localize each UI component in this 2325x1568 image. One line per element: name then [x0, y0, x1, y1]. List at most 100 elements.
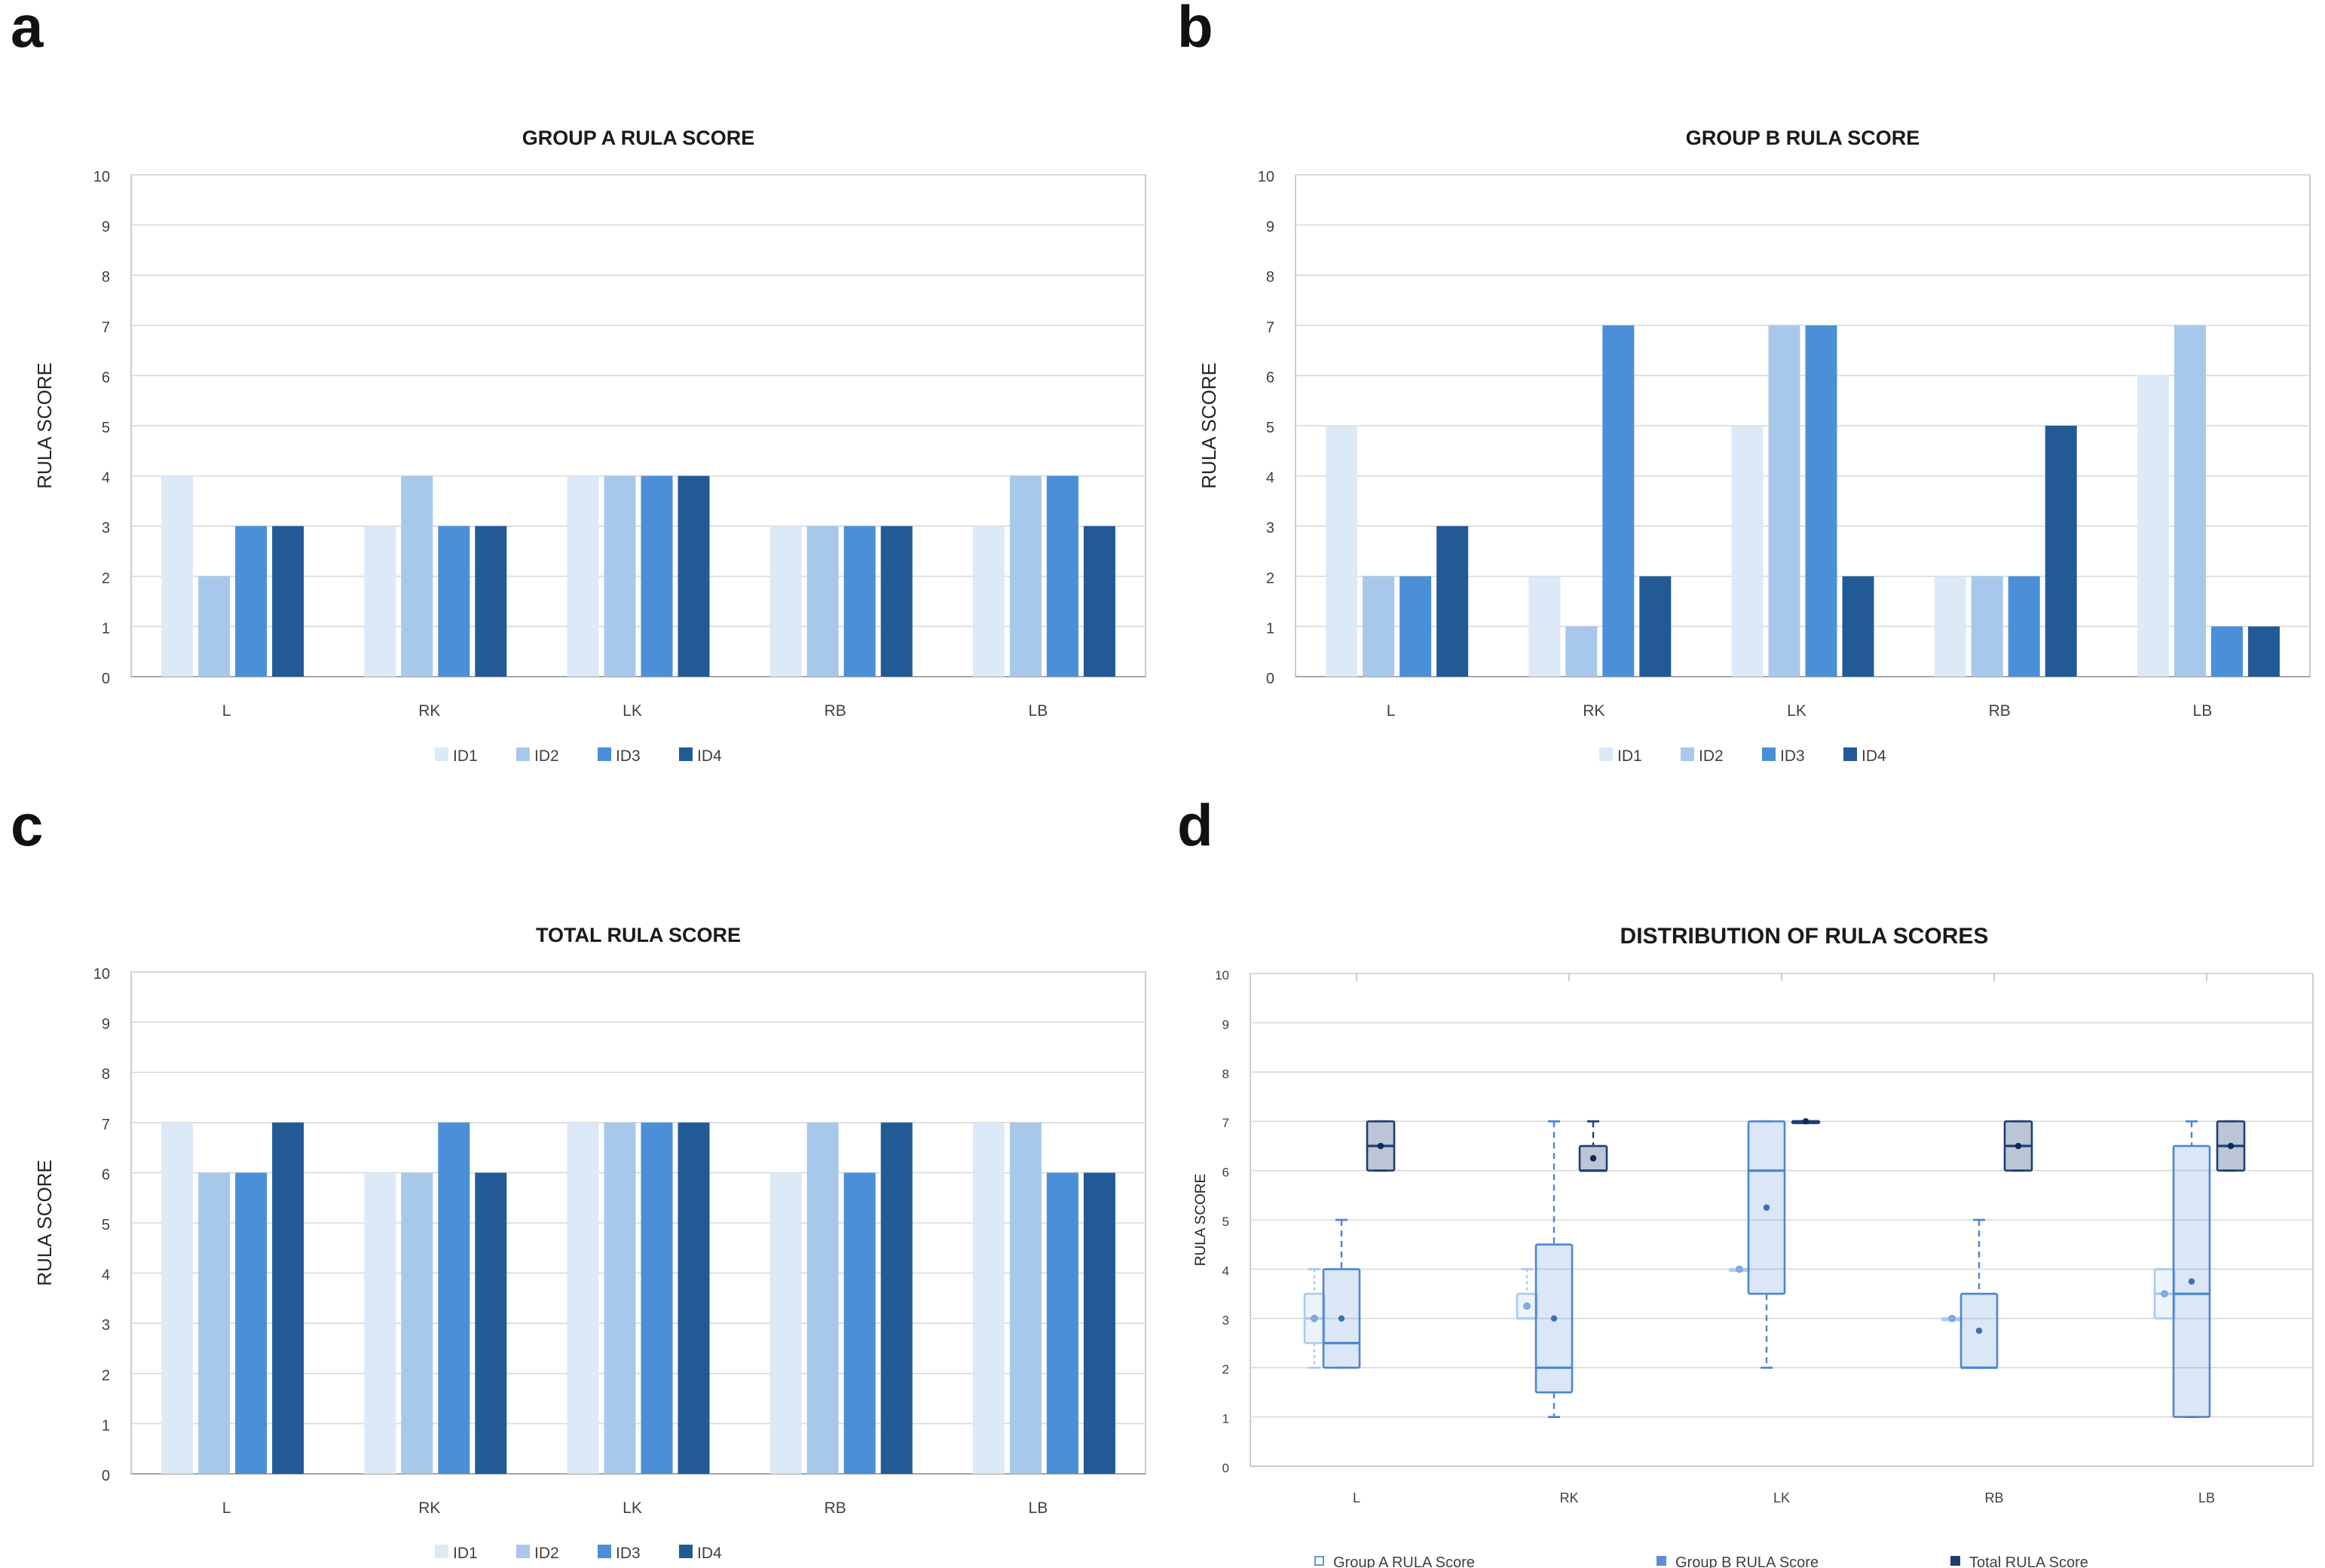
y-tick-label: 9 [102, 219, 110, 236]
panel-letter-b: b [1177, 0, 1213, 60]
y-tick-label: 5 [102, 1217, 110, 1233]
chart-body: GROUP A RULA SCORE 0 1 2 3 4 5 6 7 8 9 10 RULA SCORE… [33, 127, 1146, 765]
y-tick-label: 5 [102, 420, 110, 436]
bar-id2-l [198, 1172, 231, 1474]
bar-id2-l [1363, 576, 1395, 677]
bar-id1-l [1326, 426, 1358, 677]
x-tick-label: LB [1029, 1499, 1048, 1517]
bar-id4-l [272, 1122, 304, 1474]
x-tick-label: LB [1029, 702, 1048, 720]
mean-total-rula-score-l [1377, 1142, 1384, 1150]
y-tick-label: 4 [1266, 470, 1274, 487]
bar-id2-rb [806, 1122, 839, 1474]
bar-id2-lb [1009, 1122, 1042, 1474]
y-tick-label: 8 [1222, 1067, 1229, 1081]
y-axis-label: RULA SCORE [1193, 1174, 1209, 1266]
chart-title: DISTRIBUTION OF RULA SCORES [1620, 924, 1989, 949]
bar-id3-l [235, 526, 268, 677]
bar-id4-lb [1083, 526, 1115, 677]
bar-id1-rb [1934, 576, 1966, 677]
y-tick-label: 1 [102, 1417, 110, 1434]
x-tick-label: L [1387, 702, 1396, 720]
y-tick-label: 0 [102, 671, 110, 687]
legend-label: ID4 [697, 1545, 722, 1562]
x-tick-label: RB [824, 1499, 846, 1517]
legend-label: ID3 [616, 1545, 641, 1562]
y-tick-label: 0 [1222, 1461, 1229, 1475]
bar-id3-rb [843, 526, 876, 677]
chart-body: GROUP B RULA SCORE 0 1 2 3 4 5 6 7 8 9 10 RULA SCORE… [1198, 127, 2311, 765]
chart-distribution-of-rula-scores: DISTRIBUTION OF RULA SCORES 0 1 2 3 4 5 6 7 8 9 10 R… [1193, 924, 2314, 1568]
bar-id4-rk [1639, 576, 1672, 677]
y-tick-label: 3 [1266, 520, 1274, 536]
bar-id4-l [272, 526, 304, 677]
chart-body: TOTAL RULA SCORE 0 1 2 3 4 5 6 7 8 9 10 RULA SCORE L R… [33, 924, 1146, 1562]
bar-id3-lb [1046, 475, 1078, 677]
legend-swatch [1762, 747, 1776, 761]
y-tick-label: 4 [1222, 1264, 1229, 1278]
bar-id3-lb [1046, 1172, 1078, 1474]
legend-label: ID2 [1699, 747, 1724, 765]
y-tick-label: 5 [1266, 420, 1274, 436]
bar-id4-lk [1842, 576, 1874, 677]
bar-id4-lk [678, 1122, 710, 1474]
bar-id2-lk [1768, 325, 1800, 677]
chart-group-b-rula-score: GROUP B RULA SCORE 0 1 2 3 4 5 6 7 8 9 10 RULA SCORE… [1198, 127, 2311, 765]
x-tick-label: RK [418, 702, 440, 720]
bar-id3-lb [2210, 626, 2243, 677]
mean-group-b-rula-score-rb [1975, 1327, 1983, 1334]
x-tick-label: LB [2198, 1490, 2215, 1505]
panel-letter-c: c [11, 792, 44, 858]
legend-label: Total RULA Score [1969, 1554, 2088, 1568]
legend-swatch [679, 1545, 693, 1558]
legend-swatch [1950, 1556, 1960, 1566]
y-axis-label: RULA SCORE [33, 362, 56, 489]
mean-group-b-rula-score-rk [1550, 1315, 1558, 1322]
legend-label: ID3 [1780, 747, 1805, 765]
y-tick-label: 6 [1222, 1166, 1229, 1180]
y-tick-label: 2 [102, 1368, 110, 1384]
y-tick-label: 1 [102, 620, 110, 637]
mean-group-a-rula-score-rk [1523, 1302, 1531, 1310]
bar-id1-rb [769, 526, 802, 677]
legend-swatch [679, 747, 693, 761]
y-axis-label: RULA SCORE [33, 1160, 56, 1286]
bar-id2-rk [1565, 626, 1598, 677]
legend-label: ID1 [1617, 747, 1642, 765]
bar-id3-rk [438, 1122, 470, 1474]
bar-id2-lk [604, 1122, 636, 1474]
y-tick-label: 7 [1266, 319, 1274, 336]
y-tick-label: 8 [102, 269, 110, 286]
bar-id1-lk [1731, 426, 1764, 677]
legend-label: ID3 [616, 747, 641, 765]
y-tick-label: 0 [102, 1468, 110, 1484]
bar-id4-rb [880, 526, 913, 677]
mean-total-rula-score-lk [1802, 1118, 1810, 1125]
legend-swatch [516, 1545, 530, 1558]
panel-letter-a: a [11, 0, 44, 60]
mean-group-a-rula-score-lk [1736, 1265, 1743, 1273]
mean-total-rula-score-rb [2014, 1142, 2022, 1150]
y-tick-label: 6 [1266, 369, 1274, 386]
bar-id2-rb [1971, 576, 2003, 677]
legend-label: Group B RULA Score [1675, 1554, 1819, 1568]
legend-label: ID4 [1862, 747, 1886, 765]
legend-label: ID2 [534, 747, 559, 765]
legend-label: ID4 [697, 747, 722, 765]
bar-id2-lb [2174, 325, 2206, 677]
bar-id3-rk [1602, 325, 1635, 677]
y-tick-label: 6 [102, 1166, 110, 1183]
x-tick-label: L [1353, 1490, 1360, 1505]
legend-label: Group A RULA Score [1333, 1554, 1475, 1568]
bar-id1-rk [364, 1172, 396, 1474]
mean-group-a-rula-score-rb [1948, 1314, 1956, 1322]
mean-group-b-rula-score-lb [2188, 1278, 2195, 1285]
x-tick-label: LK [1773, 1490, 1790, 1505]
y-tick-label: 9 [1222, 1017, 1229, 1032]
y-tick-label: 1 [1266, 620, 1274, 637]
legend-swatch [1599, 747, 1613, 761]
legend-label: ID2 [534, 1545, 559, 1562]
x-tick-label: LK [1787, 702, 1806, 720]
y-tick-label: 9 [102, 1016, 110, 1033]
y-tick-label: 10 [93, 169, 110, 185]
